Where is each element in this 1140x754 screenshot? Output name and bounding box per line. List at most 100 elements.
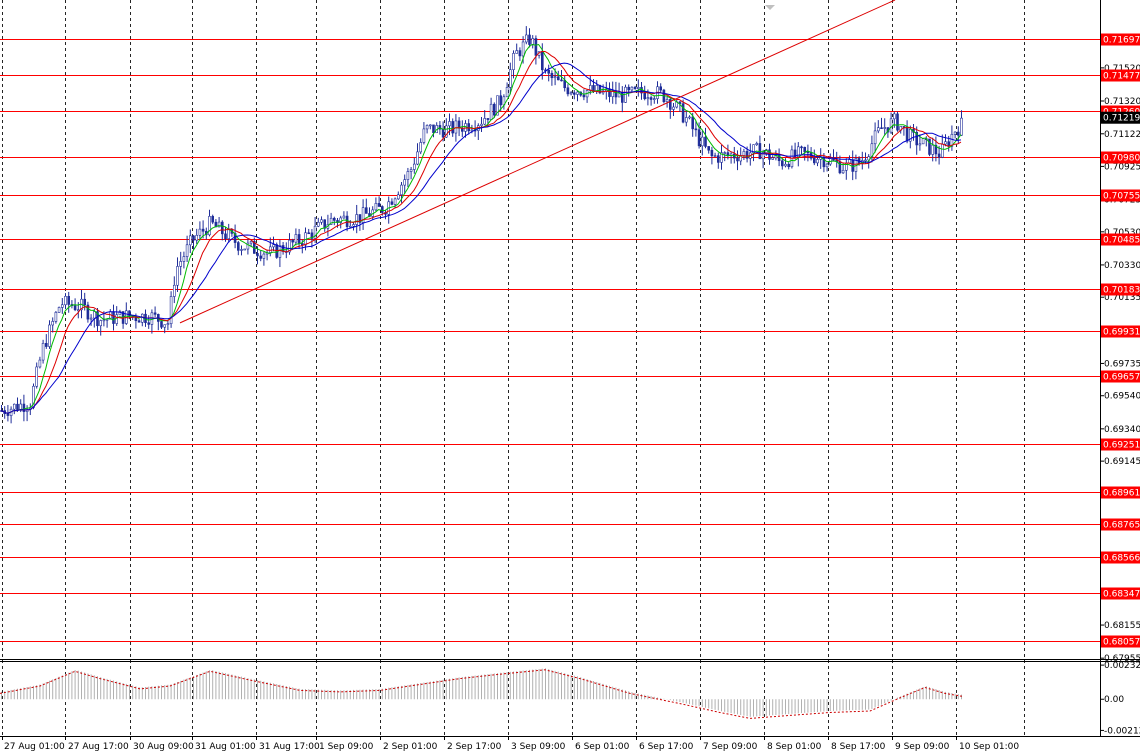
- candle-body: [534, 38, 538, 56]
- candle-body: [246, 242, 250, 250]
- candle-body: [348, 225, 352, 228]
- y-axis-tick-label: 0.71320: [1104, 97, 1140, 107]
- y-axis-tick-label: 0.69735: [1104, 359, 1140, 369]
- candle-body: [137, 320, 141, 323]
- candle-body: [412, 163, 416, 170]
- candle-body: [217, 221, 221, 228]
- candle-body: [726, 152, 730, 156]
- candle-body: [908, 128, 912, 142]
- level-label: 0.71477: [1103, 72, 1140, 82]
- candle-body: [160, 321, 163, 328]
- candle-body: [928, 138, 931, 155]
- candle-body: [297, 234, 301, 244]
- candle-body: [547, 69, 551, 74]
- candle-body: [787, 163, 791, 168]
- candle-body: [697, 129, 701, 147]
- candle-body: [60, 304, 64, 308]
- candle-body: [921, 138, 925, 145]
- candle-body: [518, 50, 522, 57]
- candle-body: [780, 160, 784, 167]
- candle-body: [953, 131, 957, 135]
- candle-body: [342, 215, 346, 219]
- candle-body: [822, 156, 826, 168]
- time-axis-label: 6 Sep 01:00: [575, 742, 630, 752]
- candle-body: [611, 90, 615, 97]
- time-axis-label: 3 Sep 09:00: [511, 742, 566, 752]
- candle-body: [38, 359, 42, 368]
- y-axis-tick-label: 0.70330: [1104, 261, 1140, 271]
- candle-body: [668, 99, 672, 110]
- candle-body: [793, 149, 797, 157]
- candle-body: [211, 216, 214, 223]
- time-axis-label: 8 Sep 17:00: [831, 742, 886, 752]
- candle-body: [102, 319, 106, 322]
- candle-body: [163, 324, 166, 328]
- candle-body: [556, 76, 560, 81]
- candle-body: [352, 224, 355, 227]
- level-label: 0.68566: [1103, 554, 1140, 564]
- level-label-bg: [1101, 635, 1140, 648]
- candle-body: [393, 198, 397, 205]
- candle-body: [240, 249, 243, 251]
- time-axis-label: 27 Aug 17:00: [68, 742, 129, 752]
- candle-body: [627, 86, 631, 91]
- candle-body: [272, 244, 275, 248]
- candle-body: [665, 99, 669, 103]
- candle-body: [256, 253, 259, 257]
- candle-body: [851, 159, 855, 172]
- candle-body: [761, 152, 765, 160]
- time-axis-label: 9 Sep 09:00: [895, 742, 950, 752]
- candle-body: [723, 152, 727, 154]
- level-label: 0.68057: [1103, 638, 1140, 648]
- level-label: 0.70183: [1103, 286, 1140, 296]
- y-axis-tick-label: 0.68155: [1104, 621, 1140, 631]
- candle-body: [419, 142, 423, 153]
- candle-body: [864, 159, 867, 162]
- candle-body: [147, 322, 150, 325]
- candle-body: [646, 97, 650, 100]
- main-price-pane: 0.71520 0.71320 0.71219 0.71122 0.70925 0.707…: [0, 0, 1140, 736]
- candle-body: [112, 311, 115, 324]
- candle-body: [486, 118, 490, 120]
- candle-body: [316, 221, 320, 227]
- candle-body: [876, 127, 880, 132]
- candle-body: [841, 169, 845, 174]
- time-axis-label: 31 Aug 17:00: [259, 742, 320, 752]
- level-label: 0.68961: [1103, 489, 1140, 499]
- candle-body: [169, 296, 173, 324]
- candle-body: [67, 295, 70, 305]
- candle-body: [377, 203, 381, 207]
- candle-body: [784, 163, 787, 167]
- candle-body: [406, 171, 410, 180]
- candle-body: [684, 117, 688, 123]
- candle-body: [720, 152, 723, 163]
- candle-body: [96, 311, 99, 327]
- candle-body: [16, 403, 19, 411]
- level-label: 0.69657: [1103, 373, 1140, 383]
- level-label: 0.70980: [1103, 154, 1140, 164]
- candle-body: [403, 179, 407, 186]
- level-label-bg: [1101, 486, 1140, 499]
- indicator-tick-label: 0.00: [1104, 695, 1124, 705]
- time-axis-label: 27 Aug 01:00: [4, 742, 65, 752]
- candle-body: [86, 304, 90, 320]
- candle-body: [227, 229, 230, 240]
- ma-mid-line: [0, 51, 962, 414]
- candle-body: [128, 310, 131, 317]
- level-label-bg: [1101, 151, 1140, 164]
- candle-body: [896, 113, 899, 131]
- level-label: 0.68347: [1103, 590, 1140, 600]
- level-label: 0.71697: [1103, 36, 1140, 46]
- candle-body: [51, 321, 55, 326]
- candle-body: [361, 207, 365, 223]
- candle-body: [540, 51, 544, 71]
- candle-body: [704, 136, 707, 147]
- candle-body: [176, 266, 179, 286]
- candle-body: [659, 86, 663, 91]
- candle-body: [688, 116, 691, 119]
- candle-body: [617, 92, 621, 98]
- candle-body: [889, 118, 893, 133]
